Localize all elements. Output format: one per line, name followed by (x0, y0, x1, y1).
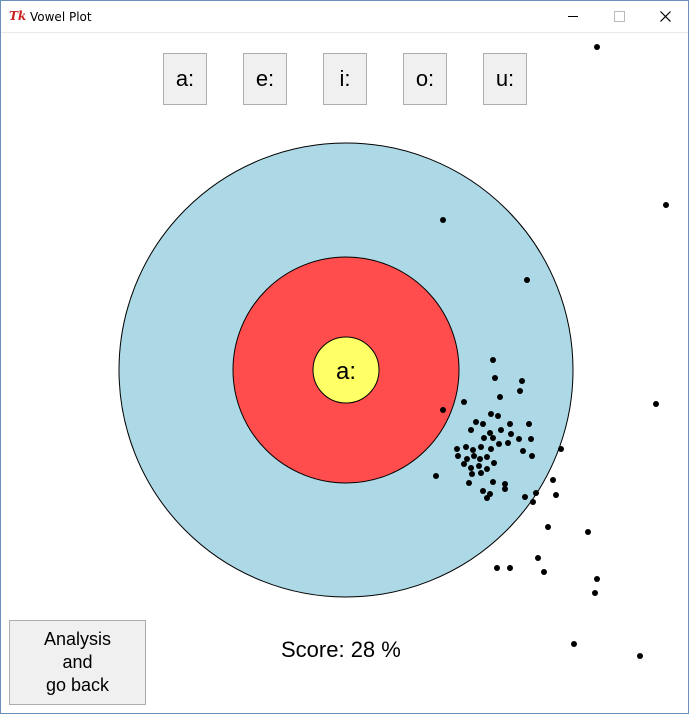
plot-point (484, 495, 490, 501)
plot-point (469, 471, 475, 477)
plot-point (530, 499, 536, 505)
close-button[interactable] (642, 1, 688, 32)
plot-point (508, 431, 514, 437)
plot-point (455, 453, 461, 459)
plot-point (653, 401, 659, 407)
vowel-button-u[interactable]: u: (483, 53, 527, 105)
plot-point (480, 488, 486, 494)
plot-point (461, 461, 467, 467)
plot-point (522, 494, 528, 500)
plot-point (468, 427, 474, 433)
close-icon (659, 11, 671, 22)
plot-point (498, 427, 504, 433)
score-label: Score: 28 % (281, 637, 401, 662)
plot-point (494, 565, 500, 571)
plot-point (463, 444, 469, 450)
plot-point (490, 357, 496, 363)
plot-point (440, 217, 446, 223)
minimize-icon (568, 16, 578, 17)
plot-point (502, 481, 508, 487)
plot-point (505, 440, 511, 446)
plot-point (571, 641, 577, 647)
plot-point (468, 465, 474, 471)
plot-point (495, 413, 501, 419)
window-title: Vowel Plot (30, 10, 92, 24)
plot-point (507, 565, 513, 571)
plot-point (488, 446, 494, 452)
plot-point (478, 444, 484, 450)
plot-point (433, 473, 439, 479)
plot-point (637, 653, 643, 659)
plot-point (484, 454, 490, 460)
plot-points (433, 44, 669, 659)
plot-point (526, 421, 532, 427)
plot-point (461, 399, 467, 405)
plot-point (487, 430, 493, 436)
vowel-button-e[interactable]: e: (243, 53, 287, 105)
plot-point (520, 448, 526, 454)
plot-point (490, 479, 496, 485)
plot-point (473, 419, 479, 425)
plot-point (592, 590, 598, 596)
plot-point (488, 411, 494, 417)
analysis-button[interactable]: Analysis and go back (9, 620, 146, 705)
plot-point (471, 453, 477, 459)
title-bar[interactable]: Tk Vowel Plot (1, 1, 688, 33)
plot-point (529, 453, 535, 459)
plot-point (478, 470, 484, 476)
plot-point (594, 576, 600, 582)
plot-point (476, 463, 482, 469)
plot-point (519, 378, 525, 384)
maximize-button[interactable] (596, 1, 642, 32)
plot-point (481, 435, 487, 441)
plot-point (585, 529, 591, 535)
plot-point (496, 441, 502, 447)
plot-point (541, 569, 547, 575)
plot-point (502, 486, 508, 492)
plot-point (516, 436, 522, 442)
plot-point (594, 44, 600, 50)
plot-point (466, 480, 472, 486)
plot-point (491, 460, 497, 466)
plot-point (558, 446, 564, 452)
plot-point (553, 492, 559, 498)
plot-point (470, 447, 476, 453)
plot-point (663, 202, 669, 208)
plot-point (517, 388, 523, 394)
plot-point (477, 456, 483, 462)
plot-point (454, 446, 460, 452)
plot-point (528, 436, 534, 442)
vowel-button-i[interactable]: i: (323, 53, 367, 105)
plot-point (484, 466, 490, 472)
maximize-icon (613, 11, 625, 22)
plot-point (440, 407, 446, 413)
plot-point (535, 555, 541, 561)
target-center-label: a: (336, 358, 356, 385)
plot-point (464, 456, 470, 462)
plot-point (490, 435, 496, 441)
plot-point (550, 477, 556, 483)
plot-point (545, 524, 551, 530)
plot-point (533, 490, 539, 496)
plot-point (524, 277, 530, 283)
vowel-button-o[interactable]: o: (403, 53, 447, 105)
plot-point (480, 421, 486, 427)
vowel-button-a[interactable]: a: (163, 53, 207, 105)
inner-ring (312, 336, 380, 404)
plot-point (492, 375, 498, 381)
plot-point (507, 421, 513, 427)
plot-point (497, 394, 503, 400)
tk-feather-icon: Tk (9, 9, 27, 23)
minimize-button[interactable] (550, 1, 596, 32)
